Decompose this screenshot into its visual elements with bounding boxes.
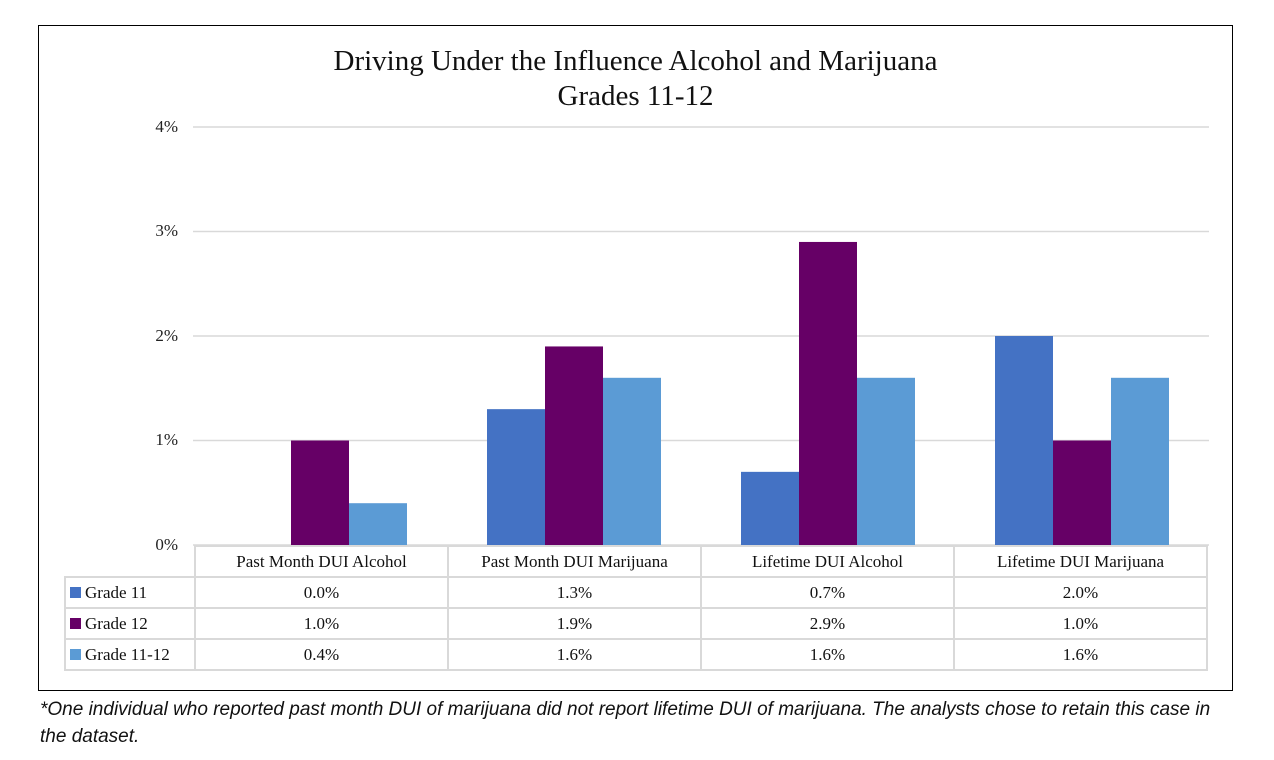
data-label: 1.0%	[953, 607, 1208, 640]
data-label: 1.6%	[700, 638, 955, 671]
data-label: 1.6%	[447, 638, 702, 671]
legend-swatch	[70, 586, 81, 598]
table-header-row: Past Month DUI Alcohol Past Month DUI Ma…	[65, 545, 1208, 578]
bar	[1053, 440, 1111, 545]
bar	[603, 377, 661, 545]
category-label: Past Month DUI Marijuana	[447, 545, 702, 578]
y-tick-label: 2%	[155, 326, 178, 345]
y-tick-label: 3%	[155, 221, 178, 240]
bar	[799, 241, 857, 545]
bar	[349, 503, 407, 545]
series-label: Grade 11	[85, 582, 148, 602]
data-label: 2.9%	[700, 607, 955, 640]
bar	[545, 346, 603, 545]
data-label: 2.0%	[953, 576, 1208, 609]
footnote: *One individual who reported past month …	[40, 699, 1211, 747]
series-label: Grade 11-12	[85, 644, 170, 664]
data-label: 1.0%	[194, 607, 449, 640]
bar	[1111, 377, 1169, 545]
data-label: 1.3%	[447, 576, 702, 609]
bar	[741, 471, 799, 545]
bar	[291, 440, 349, 545]
table-row-grade-11-12: Grade 11-12 0.4% 1.6% 1.6% 1.6%	[64, 638, 1208, 671]
bar	[487, 409, 545, 545]
chart-frame	[38, 25, 1233, 691]
data-table: Past Month DUI Alcohol Past Month DUI Ma…	[64, 545, 1208, 671]
legend-swatch	[70, 617, 81, 629]
chart-subtitle: Grades 11-12	[557, 80, 714, 112]
category-label: Past Month DUI Alcohol	[194, 545, 449, 578]
data-label: 0.4%	[194, 638, 449, 671]
series-label: Grade 12	[85, 613, 148, 633]
chart-title: Driving Under the Influence Alcohol and …	[38, 44, 1233, 114]
category-label: Lifetime DUI Marijuana	[953, 545, 1208, 578]
data-label: 1.9%	[447, 607, 702, 640]
y-tick-label: 1%	[155, 430, 178, 449]
bar	[995, 336, 1053, 545]
category-label: Lifetime DUI Alcohol	[700, 545, 955, 578]
data-label: 1.6%	[953, 638, 1208, 671]
legend-swatch	[70, 648, 81, 660]
chart-title-main: Driving Under the Influence Alcohol and …	[333, 45, 938, 77]
table-row-grade-12: Grade 12 1.0% 1.9% 2.9% 1.0%	[64, 607, 1208, 640]
y-tick-label: 4%	[155, 117, 178, 136]
bar	[857, 377, 915, 545]
data-label: 0.7%	[700, 576, 955, 609]
data-label: 0.0%	[194, 576, 449, 609]
table-row-grade-11: Grade 11 0.0% 1.3% 0.7% 2.0%	[64, 576, 1208, 609]
